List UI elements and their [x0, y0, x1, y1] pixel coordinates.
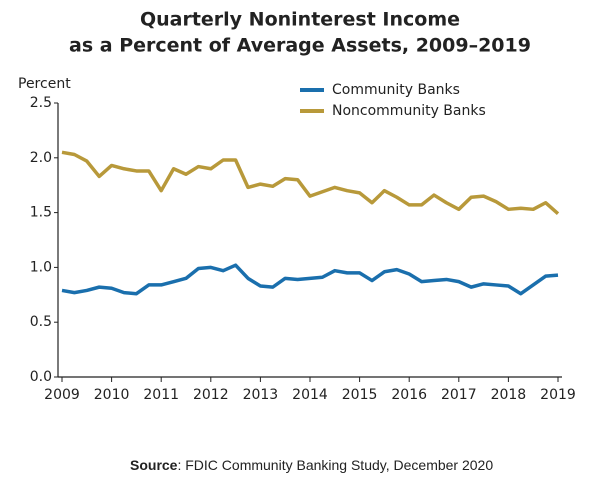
x-tick-label: 2013 — [243, 387, 279, 403]
x-tick-label: 2010 — [94, 387, 130, 403]
y-tick-label: 2.5 — [30, 95, 52, 111]
x-tick-label: 2017 — [441, 387, 477, 403]
x-tick-label: 2009 — [44, 387, 80, 403]
x-tick-label: 2018 — [491, 387, 527, 403]
y-tick-label: 2.0 — [30, 150, 52, 166]
chart-subtitle: as a Percent of Average Assets, 2009–201… — [69, 35, 531, 57]
source-text: : FDIC Community Banking Study, December… — [177, 457, 493, 473]
y-tick-label: 1.0 — [30, 259, 52, 275]
series-line — [61, 263, 559, 296]
y-tick-label: 0.5 — [30, 314, 52, 330]
series-line — [61, 150, 560, 216]
chart-title: Quarterly Noninterest Income — [140, 9, 460, 31]
x-tick-label: 2012 — [193, 387, 229, 403]
legend-label: Noncommunity Banks — [332, 103, 486, 119]
x-tick-label: 2016 — [391, 387, 427, 403]
x-tick-label: 2014 — [292, 387, 328, 403]
source-label: Source — [130, 457, 178, 473]
legend-label: Community Banks — [332, 82, 460, 98]
y-tick-label: 0.0 — [30, 369, 52, 385]
y-tick-label: 1.5 — [30, 205, 52, 221]
x-tick-label: 2015 — [342, 387, 378, 403]
x-tick-label: 2019 — [540, 387, 576, 403]
x-tick-label: 2011 — [143, 387, 179, 403]
source: Source: FDIC Community Banking Study, De… — [130, 457, 493, 473]
y-axis-label: Percent — [18, 76, 71, 92]
